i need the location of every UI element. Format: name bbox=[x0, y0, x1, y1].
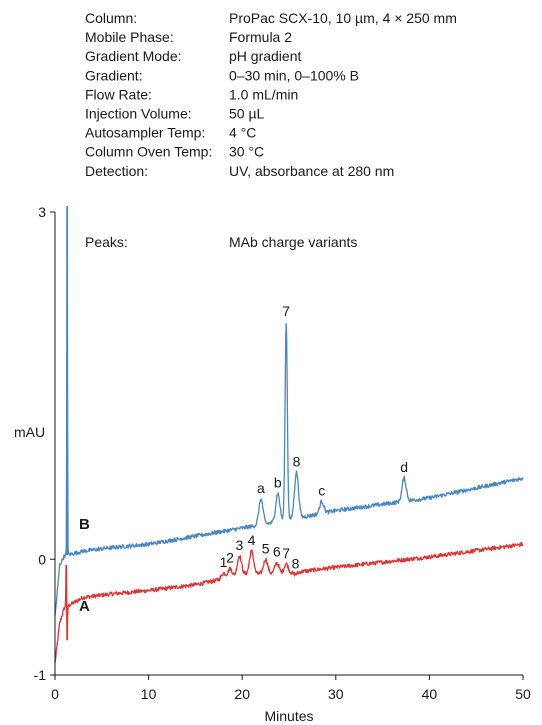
condition-value: UV, absorbance at 280 nm bbox=[229, 163, 394, 179]
trace-a-line bbox=[54, 541, 524, 663]
x-ticks: 0 10 20 30 40 50 bbox=[51, 675, 531, 702]
condition-label: Gradient Mode: bbox=[85, 48, 182, 64]
condition-label: Column Oven Temp: bbox=[85, 144, 212, 160]
y-tick-label: 0 bbox=[38, 551, 46, 567]
peak-label-b: 8 bbox=[293, 453, 301, 469]
trace-label-a: A bbox=[79, 598, 90, 615]
y-tick-label: -1 bbox=[34, 667, 47, 683]
traces bbox=[54, 205, 524, 663]
condition-value: ProPac SCX-10, 10 µm, 4 × 250 mm bbox=[229, 10, 457, 26]
peak-label-b: d bbox=[400, 459, 408, 475]
condition-value: 4 °C bbox=[229, 125, 256, 141]
x-tick-label: 50 bbox=[515, 686, 531, 702]
y-tick-label: 3 bbox=[38, 204, 46, 220]
condition-value: 30 °C bbox=[229, 144, 264, 160]
condition-value: 1.0 mL/min bbox=[229, 86, 298, 102]
condition-label: Detection: bbox=[85, 163, 148, 179]
peaks-info-label: Peaks: bbox=[85, 234, 128, 250]
peak-label-a: 1 bbox=[220, 554, 228, 570]
condition-label: Gradient: bbox=[85, 67, 143, 83]
peak-label-a: 7 bbox=[282, 545, 290, 561]
peak-label-a: 5 bbox=[262, 540, 270, 556]
condition-label: Autosampler Temp: bbox=[85, 125, 205, 141]
peak-label-a: 3 bbox=[235, 537, 243, 553]
y-ticks: -1 0 3 bbox=[34, 204, 55, 683]
x-tick-label: 10 bbox=[141, 686, 157, 702]
x-tick-label: 40 bbox=[422, 686, 438, 702]
trace-labels: AB bbox=[79, 516, 90, 615]
peak-label-b: 7 bbox=[282, 303, 290, 319]
condition-label: Column: bbox=[85, 10, 137, 26]
peaks-info-value: MAb charge variants bbox=[229, 234, 357, 250]
conditions-block: Column: ProPac SCX-10, 10 µm, 4 × 250 mm M… bbox=[85, 10, 457, 179]
y-axis-title: mAU bbox=[14, 424, 45, 440]
peak-label-a: 8 bbox=[292, 555, 300, 571]
condition-value: Formula 2 bbox=[229, 29, 292, 45]
peak-label-a: 2 bbox=[226, 550, 234, 566]
condition-value: pH gradient bbox=[229, 48, 301, 64]
x-axis-title: Minutes bbox=[264, 708, 313, 724]
x-tick-label: 0 bbox=[51, 686, 59, 702]
trace-label-b: B bbox=[79, 516, 90, 533]
trace-b-line bbox=[54, 205, 524, 617]
condition-label: Flow Rate: bbox=[85, 86, 152, 102]
condition-label: Injection Volume: bbox=[85, 106, 192, 122]
x-tick-label: 30 bbox=[328, 686, 344, 702]
peak-label-a: 6 bbox=[273, 544, 281, 560]
condition-label: Mobile Phase: bbox=[85, 29, 174, 45]
peak-label-b: b bbox=[274, 474, 282, 490]
condition-value: 0–30 min, 0–100% B bbox=[229, 67, 359, 83]
peak-label-b: a bbox=[257, 480, 265, 496]
x-tick-label: 20 bbox=[234, 686, 250, 702]
axes bbox=[54, 212, 523, 676]
peaks-info: Peaks: MAb charge variants bbox=[85, 234, 357, 250]
condition-value: 50 µL bbox=[229, 106, 265, 122]
peak-label-b: c bbox=[318, 482, 325, 498]
peak-label-a: 4 bbox=[248, 532, 256, 548]
